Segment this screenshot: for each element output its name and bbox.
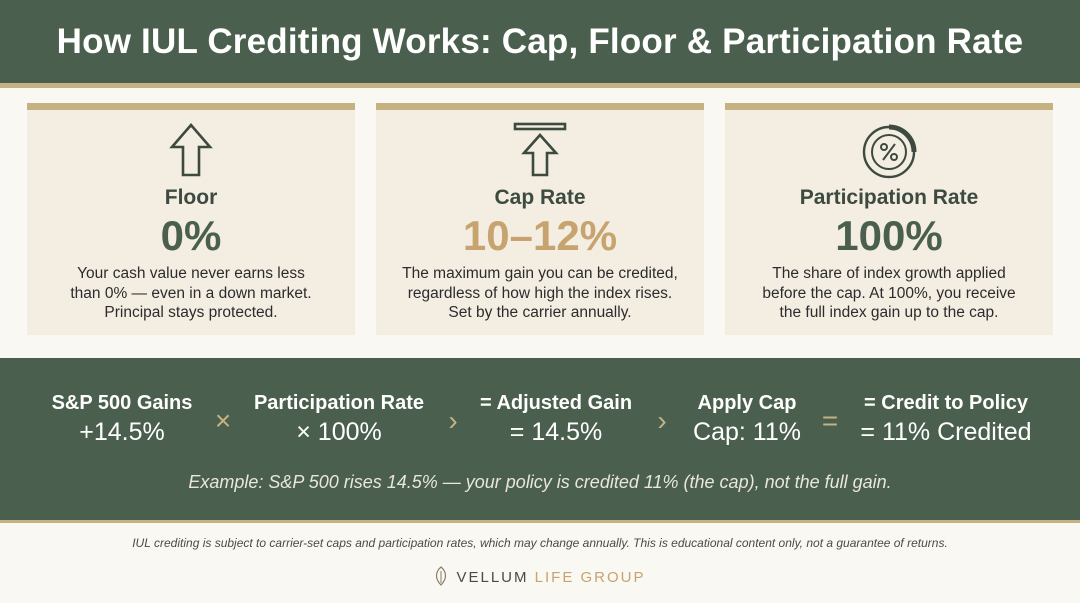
participation-rate-label: Participation Rate [799,186,979,209]
cap-rate-description: The maximum gain you can be credited, re… [402,265,678,321]
multiply-operator: × [214,405,232,436]
cap-rate-label: Cap Rate [494,186,586,209]
participation-rate-card: Participation Rate 100% The share of ind… [725,103,1053,335]
example-text: Example: S&P 500 rises 14.5% — your poli… [188,472,892,492]
percent-gauge-icon [862,124,917,179]
equals-operator: = [821,405,839,436]
floor-value: 0% [160,212,222,259]
card-accent-bar [376,103,704,110]
cap-rate-value: 10–12% [462,212,618,259]
credit-to-policy-step: = Credit to Policy = 11% Credited [860,392,1032,446]
crediting-formula-band [0,358,1080,521]
leaf-icon [436,566,447,586]
capped-arrow-icon [513,122,567,177]
floor-description: Your cash value never earns less than 0%… [70,265,312,321]
cap-rate-card: Cap Rate 10–12% The maximum gain you can… [376,103,704,335]
floor-label: Floor [164,186,218,209]
disclaimer: IUL crediting is subject to carrier-set … [132,536,948,550]
brand-name: VELLUM [456,569,529,586]
adjusted-gain-step: = Adjusted Gain = 14.5% [479,392,633,446]
apply-cap-step: Apply Cap Cap: 11% [693,392,801,446]
sp500-gains-step: S&P 500 Gains +14.5% [51,392,193,446]
participation-rate-step: Participation Rate × 100% [253,392,425,446]
brand-tagline: LIFE GROUP [534,569,646,586]
floor-card: Floor 0% Your cash value never earns les… [27,103,355,335]
header-banner [0,0,1080,86]
card-accent-bar [27,103,355,110]
card-accent-bar [725,103,1053,110]
chevron-right-icon: › [657,405,667,436]
brand-logo: VELLUM LIFE GROUP [0,566,1080,586]
page-title: How IUL Crediting Works: Cap, Floor & Pa… [56,22,1024,61]
band-divider [0,520,1080,523]
participation-rate-description: The share of index growth applied before… [762,265,1016,321]
chevron-right-icon: › [448,405,458,436]
arrow-up-icon [169,123,213,177]
header-divider [0,83,1080,88]
participation-rate-value: 100% [835,212,943,259]
